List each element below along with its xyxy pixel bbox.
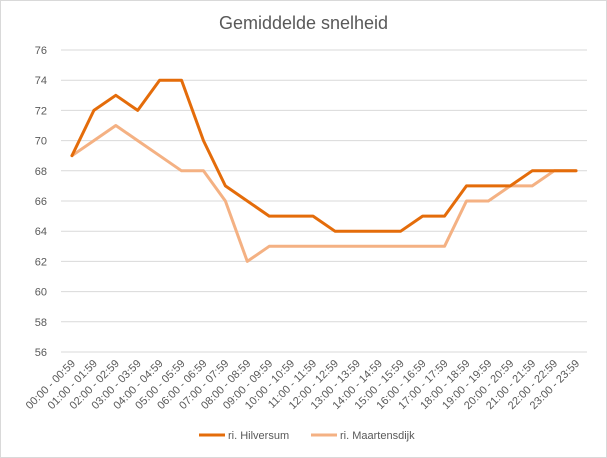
y-axis: 56 58 60 62 64 66 68 70 72 74 76 xyxy=(35,45,47,359)
chart-title: Gemiddelde snelheid xyxy=(218,13,389,33)
legend-label: ri. Maartensdijk xyxy=(340,430,415,442)
y-tick-label: 74 xyxy=(35,75,47,87)
legend-label: ri. Hilversum xyxy=(228,430,289,442)
legend-item: ri. Hilversum xyxy=(199,430,289,442)
gridlines xyxy=(61,49,587,353)
y-tick-label: 72 xyxy=(35,105,47,117)
y-tick-label: 66 xyxy=(35,196,47,208)
legend: ri. Hilversum ri. Maartensdijk xyxy=(199,430,415,442)
series-line xyxy=(70,78,578,233)
y-tick-label: 64 xyxy=(35,226,47,238)
series-line xyxy=(70,124,578,263)
series-1 xyxy=(70,78,578,233)
y-tick-label: 62 xyxy=(35,256,47,268)
y-tick-label: 58 xyxy=(35,317,47,329)
y-tick-label: 60 xyxy=(35,287,47,299)
legend-item: ri. Maartensdijk xyxy=(311,430,415,442)
y-tick-label: 76 xyxy=(35,45,47,57)
y-tick-label: 70 xyxy=(35,136,47,148)
y-tick-label: 68 xyxy=(35,166,47,178)
y-tick-label: 56 xyxy=(35,347,47,359)
series-2 xyxy=(70,124,578,263)
